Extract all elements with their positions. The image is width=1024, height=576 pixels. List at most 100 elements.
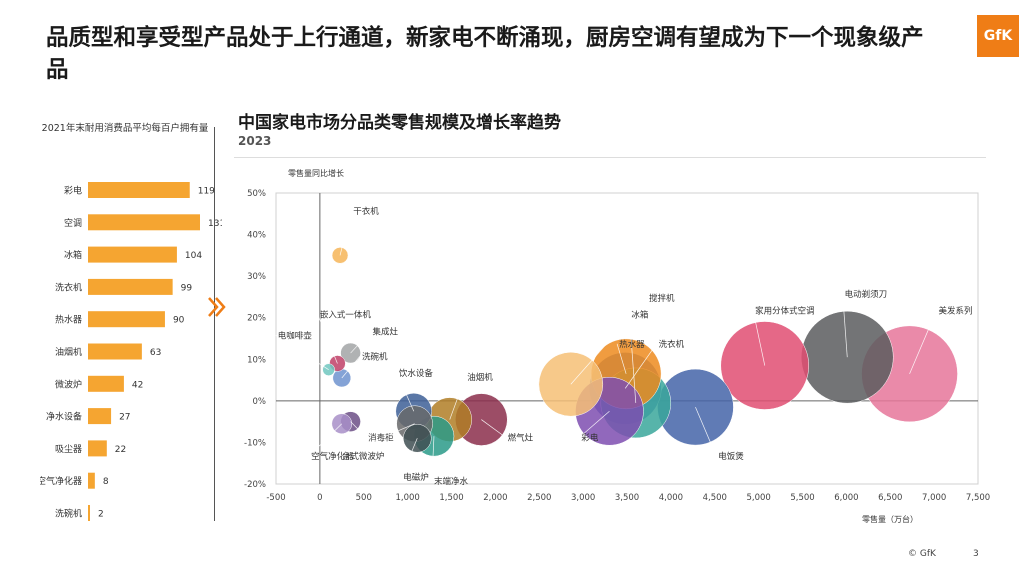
leader-line — [909, 310, 937, 374]
bar-value-label: 8 — [103, 477, 109, 487]
y-tick-label: 10% — [247, 355, 266, 365]
x-tick-label: 6,500 — [878, 493, 902, 503]
bubble-label: 干衣机 — [353, 206, 379, 217]
leader-line — [629, 314, 637, 403]
bubble-label: 燃气灶 — [508, 432, 534, 443]
leader-line — [339, 210, 352, 256]
x-tick-label: 0 — [317, 493, 322, 503]
leader-line — [616, 343, 627, 374]
bar-category-label: 热水器 — [55, 314, 82, 326]
x-tick-label: 3,500 — [615, 493, 639, 503]
bubble-label: 洗碗机 — [362, 351, 388, 362]
bar — [88, 311, 165, 328]
leader-line — [339, 423, 415, 457]
x-tick-label: 500 — [356, 493, 372, 503]
bubble-label: 家用分体式空调 — [755, 306, 815, 317]
x-tick-label: 2,000 — [483, 493, 507, 503]
bar-category-label: 洗衣机 — [55, 281, 82, 293]
leader-line — [317, 314, 338, 364]
x-tick-label: 5,000 — [746, 493, 770, 503]
bubble-label: 热水器 — [619, 339, 645, 350]
y-axis-label: 零售量同比增长 — [288, 168, 344, 178]
bubble-label: 末端净水 — [434, 476, 469, 487]
bar-value-label: 22 — [115, 445, 126, 455]
bar — [88, 472, 95, 489]
x-tick-label: 4,500 — [703, 493, 727, 503]
bubble-label: 台式微波炉 — [342, 451, 385, 462]
bar-category-label: 空气净化器 — [40, 475, 82, 487]
leader-line — [341, 356, 361, 379]
bubble-label: 电动剃须刀 — [845, 289, 888, 300]
leader-line — [350, 421, 367, 438]
bar-category-label: 油烟机 — [55, 346, 82, 358]
x-tick-label: 7,000 — [922, 493, 946, 503]
bubble-label: 饮水设备 — [399, 368, 434, 379]
bubble-label: 彩电 — [581, 432, 599, 443]
main-chart-subtitle: 2023 — [238, 134, 272, 148]
y-tick-label: 0% — [253, 397, 267, 407]
bar-category-label: 冰箱 — [64, 249, 82, 261]
leader-line — [481, 419, 506, 438]
bar-value-label: 90 — [173, 316, 185, 326]
x-tick-label: 5,500 — [790, 493, 814, 503]
bubble-label: 洗衣机 — [659, 339, 685, 350]
title-underline — [234, 157, 986, 158]
bar — [88, 343, 142, 360]
y-tick-label: -10% — [244, 438, 266, 448]
bar — [88, 214, 200, 231]
bubble-label: 美发系列 — [939, 306, 973, 317]
bar — [88, 440, 107, 457]
leader-line — [842, 293, 848, 358]
bar-value-label: 104 — [185, 251, 202, 261]
bar-category-label: 彩电 — [64, 185, 82, 197]
main-chart-title: 中国家电市场分品类零售规模及增长率趋势 — [238, 113, 561, 133]
x-tick-label: 1,500 — [439, 493, 463, 503]
leader-line — [570, 297, 648, 385]
copyright: © GfK — [908, 549, 936, 559]
bar-category-label: 微波炉 — [55, 378, 82, 390]
y-tick-label: 50% — [247, 189, 266, 199]
leader-line — [624, 343, 657, 389]
bar-category-label: 吸尘器 — [55, 444, 82, 455]
left-chart-title: 2021年末耐用消费品平均每百户拥有量 — [41, 123, 209, 134]
leader-line — [695, 406, 717, 457]
bar-value-label: 119 — [198, 187, 215, 197]
page-number: 3 — [973, 549, 979, 559]
bar-value-label: 131 — [208, 219, 222, 229]
bar-value-label: 63 — [150, 348, 161, 358]
bubble — [331, 247, 349, 264]
ownership-bar-chart: 彩电 119 空调 131 冰箱 104 洗衣机 99 热水器 90 油烟机 63 微波炉 42 净水设备 2… — [40, 182, 222, 521]
bubble-chart: -500 0 500 1,000 1,500 2,000 2,500 3,000 3,500 4,… — [244, 168, 990, 524]
bubble-label: 集成灶 — [373, 326, 399, 337]
bubble — [801, 310, 894, 404]
leader-line — [431, 436, 435, 482]
bubble-label: 电饭煲 — [718, 451, 744, 462]
bubble — [538, 351, 604, 417]
bar-value-label: 2 — [98, 510, 104, 520]
bubble-label: 电磁炉 — [403, 472, 429, 483]
bubble-label: 嵌入式一体机 — [320, 310, 372, 321]
bar-value-label: 27 — [119, 413, 130, 423]
x-tick-label: 1,000 — [395, 493, 419, 503]
y-tick-label: 20% — [247, 314, 266, 324]
leader-line — [275, 335, 329, 370]
x-axis-label: 零售量（万台） — [862, 514, 918, 524]
bubble-label: 油烟机 — [467, 372, 493, 383]
x-tick-label: 2,500 — [527, 493, 551, 503]
x-tick-label: -500 — [266, 493, 285, 503]
plot-area — [275, 192, 979, 485]
leader-line — [752, 310, 766, 366]
y-tick-label: -20% — [244, 480, 266, 490]
x-tick-label: 7,500 — [966, 493, 990, 503]
leader-line — [579, 410, 610, 438]
panel-divider — [214, 127, 215, 521]
bar — [88, 278, 173, 295]
bar — [88, 375, 124, 392]
page-title: 品质型和享受型产品处于上行通道，新家电不断涌现，厨房空调有望成为下一个现象级产品 — [46, 25, 924, 83]
bar — [88, 408, 112, 425]
bar — [88, 246, 177, 263]
leader-line — [396, 372, 415, 412]
bubble-label: 空气净化器 — [311, 451, 354, 462]
bubble — [322, 363, 335, 376]
leader-line — [449, 376, 466, 420]
